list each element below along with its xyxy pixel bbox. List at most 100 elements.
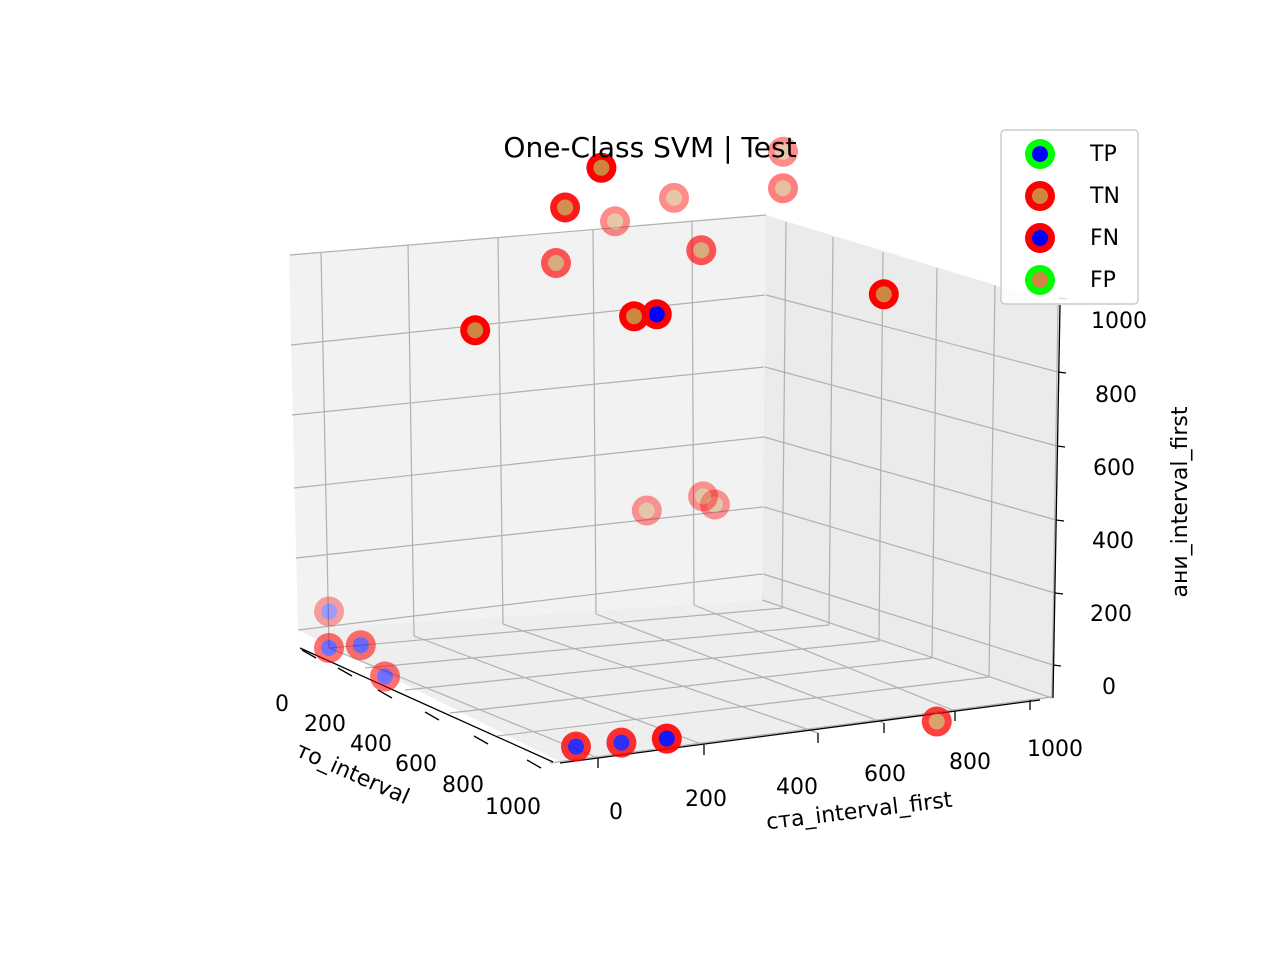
grid-line bbox=[1051, 304, 1059, 698]
point-marker-core bbox=[875, 286, 892, 303]
point-tn bbox=[768, 136, 798, 167]
point-marker-core bbox=[607, 213, 624, 230]
point-tn bbox=[868, 279, 899, 310]
point-marker-ring bbox=[659, 182, 690, 213]
left-pane bbox=[289, 215, 766, 630]
point-tn bbox=[550, 192, 581, 223]
point-marker-core bbox=[666, 189, 683, 206]
legend-label-fp: FP bbox=[1090, 268, 1116, 293]
chart-title: One-Class SVM | Test bbox=[503, 131, 796, 164]
point-marker-ring bbox=[314, 596, 344, 627]
legend-box bbox=[1000, 129, 1139, 305]
point-fn bbox=[345, 630, 376, 661]
point-marker-core bbox=[568, 738, 584, 755]
grid-line bbox=[291, 366, 765, 416]
grid-line bbox=[297, 573, 763, 631]
point-marker-ring bbox=[631, 495, 662, 526]
point-fn bbox=[314, 596, 344, 627]
tick-mark bbox=[473, 735, 489, 745]
grid-line bbox=[413, 635, 705, 746]
grid-line bbox=[828, 236, 834, 626]
point-marker-core bbox=[648, 306, 665, 323]
point-tn bbox=[460, 315, 491, 346]
point-marker-core bbox=[352, 637, 369, 654]
grid-lines bbox=[289, 214, 1059, 764]
point-marker-ring bbox=[768, 136, 798, 167]
y-axis-line bbox=[559, 699, 1041, 764]
y-tick-label: 1000 bbox=[1027, 737, 1083, 762]
points-layer bbox=[314, 136, 952, 762]
tick-mark bbox=[424, 711, 440, 721]
grid-line bbox=[763, 506, 1056, 594]
grid-line bbox=[878, 251, 884, 642]
grid-line bbox=[762, 573, 1054, 666]
grid-line bbox=[449, 657, 933, 714]
axis-spines bbox=[299, 297, 1068, 769]
legend-label-fn: FN bbox=[1090, 226, 1119, 251]
tick-mark bbox=[1052, 664, 1062, 667]
tick-mark bbox=[377, 689, 393, 699]
point-tn bbox=[619, 301, 650, 332]
point-marker-core bbox=[321, 603, 337, 620]
point-fn bbox=[606, 727, 637, 758]
point-marker-ring bbox=[600, 206, 631, 237]
right-pane bbox=[762, 215, 1060, 698]
point-marker-core bbox=[377, 668, 393, 685]
tick-mark bbox=[1057, 371, 1067, 374]
legend-marker-core bbox=[1032, 230, 1048, 246]
x-tick-label: 800 bbox=[442, 773, 484, 798]
y-ticks bbox=[597, 700, 1031, 768]
grid-line bbox=[404, 640, 880, 691]
legend-label-tn: TN bbox=[1089, 184, 1120, 209]
point-tn bbox=[688, 481, 719, 512]
z-tick-label: 800 bbox=[1095, 383, 1137, 408]
grid-line bbox=[691, 221, 695, 606]
grid-line bbox=[693, 604, 956, 712]
z-ticks bbox=[1052, 297, 1068, 667]
tick-mark bbox=[1056, 445, 1066, 448]
grid-line bbox=[497, 236, 504, 625]
point-marker-core bbox=[638, 502, 655, 519]
tick-mark bbox=[526, 759, 542, 769]
x-tick-labels: 0 200 400 600 800 1000 bbox=[275, 692, 541, 820]
z-tick-label: 1000 bbox=[1091, 309, 1147, 334]
grid-line bbox=[988, 284, 996, 678]
z-tick-label: 0 bbox=[1102, 675, 1116, 700]
point-marker-core bbox=[548, 255, 564, 271]
point-fn bbox=[370, 661, 400, 692]
point-marker-core bbox=[775, 180, 791, 197]
point-marker-core bbox=[626, 308, 643, 325]
x-tick-label: 600 bbox=[395, 752, 437, 777]
grid-line bbox=[595, 613, 885, 724]
grid-line bbox=[295, 506, 764, 559]
grid-line bbox=[320, 251, 330, 649]
grid-line bbox=[293, 436, 765, 489]
point-marker-core bbox=[321, 640, 337, 656]
point-tn bbox=[768, 173, 798, 204]
grid-line bbox=[764, 366, 1058, 447]
point-marker-core bbox=[695, 488, 712, 505]
point-marker-core bbox=[693, 242, 710, 259]
point-marker-core bbox=[557, 199, 574, 216]
y-tick-labels: 0 200 400 600 800 1000 bbox=[609, 737, 1083, 825]
grid-line bbox=[407, 244, 415, 637]
y-tick-label: 0 bbox=[609, 800, 623, 825]
z-tick-label: 600 bbox=[1093, 456, 1135, 481]
tick-mark bbox=[337, 667, 353, 677]
grid-line bbox=[328, 607, 784, 649]
point-tn bbox=[631, 495, 662, 526]
grid-line bbox=[289, 214, 767, 256]
tick-mark bbox=[1054, 592, 1064, 595]
point-tn bbox=[600, 206, 631, 237]
point-marker-core bbox=[706, 496, 723, 513]
x-tick-label: 0 bbox=[275, 692, 289, 717]
point-tn bbox=[659, 182, 690, 213]
z-axis-line bbox=[1052, 304, 1061, 699]
point-fn bbox=[561, 731, 591, 762]
point-fn bbox=[641, 299, 672, 330]
legend-marker-core bbox=[1032, 188, 1048, 204]
x-tick-label: 200 bbox=[304, 712, 346, 737]
y-tick-label: 600 bbox=[864, 762, 906, 787]
x-tick-label: 1000 bbox=[485, 795, 541, 820]
